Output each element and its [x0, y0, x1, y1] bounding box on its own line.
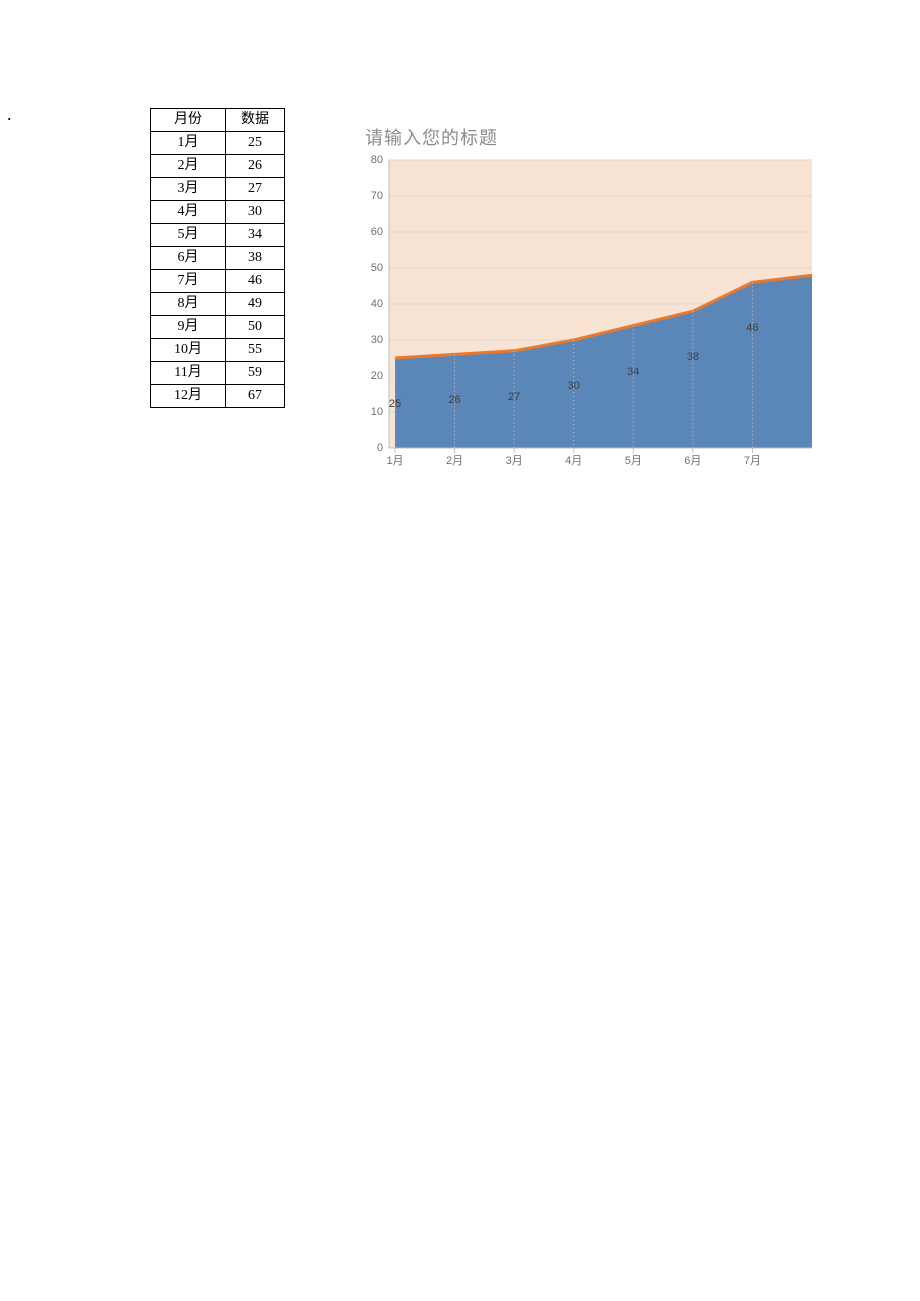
- table-row: 12月67: [151, 385, 285, 408]
- chart-ytick: 30: [371, 334, 383, 346]
- table-row: 9月50: [151, 316, 285, 339]
- table-row: 3月27: [151, 178, 285, 201]
- chart-xtick: 5月: [625, 452, 642, 468]
- chart-ytick: 70: [371, 190, 383, 202]
- cell-value: 59: [226, 362, 285, 385]
- cell-value: 38: [226, 247, 285, 270]
- chart-xtick: 3月: [506, 452, 523, 468]
- cell-value: 27: [226, 178, 285, 201]
- cell-value: 67: [226, 385, 285, 408]
- cell-month: 2月: [151, 155, 226, 178]
- cell-month: 7月: [151, 270, 226, 293]
- content-row: 月份 数据 1月25 2月26 3月27 4月30 5月34 6月38 7月46…: [150, 108, 812, 484]
- chart-data-label: 34: [627, 366, 639, 378]
- cell-value: 46: [226, 270, 285, 293]
- chart-xtick: 6月: [684, 452, 701, 468]
- cell-month: 10月: [151, 339, 226, 362]
- chart-ytick: 60: [371, 226, 383, 238]
- chart-ytick: 0: [377, 442, 383, 454]
- chart-plot: 010203040506070801月2月3月4月5月6月7月252627303…: [389, 160, 812, 448]
- area-chart: 请输入您的标题 0 10 20 30 40 50 60 70 80 1月 2月 3月 4月 5月 6月 7月 2…: [347, 108, 812, 484]
- chart-data-label: 25: [389, 398, 401, 410]
- chart-data-label: 38: [687, 351, 699, 363]
- table-row: 1月25: [151, 132, 285, 155]
- cell-value: 55: [226, 339, 285, 362]
- chart-xtick: 4月: [565, 452, 582, 468]
- chart-data-label: 26: [448, 394, 460, 406]
- table-row: 11月59: [151, 362, 285, 385]
- cell-month: 12月: [151, 385, 226, 408]
- cell-value: 50: [226, 316, 285, 339]
- cell-month: 11月: [151, 362, 226, 385]
- table-row: 5月34: [151, 224, 285, 247]
- cell-month: 1月: [151, 132, 226, 155]
- cell-month: 9月: [151, 316, 226, 339]
- chart-ytick: 50: [371, 262, 383, 274]
- cell-month: 3月: [151, 178, 226, 201]
- chart-xtick: 7月: [744, 452, 761, 468]
- table-row: 4月30: [151, 201, 285, 224]
- cell-value: 34: [226, 224, 285, 247]
- chart-data-label: 30: [568, 380, 580, 392]
- cell-month: 6月: [151, 247, 226, 270]
- chart-ytick: 40: [371, 298, 383, 310]
- table-row: 10月55: [151, 339, 285, 362]
- chart-xtick: 1月: [386, 452, 403, 468]
- header-month: 月份: [151, 109, 226, 132]
- cell-value: 49: [226, 293, 285, 316]
- table-row: 6月38: [151, 247, 285, 270]
- table-header-row: 月份 数据: [151, 109, 285, 132]
- table-row: 8月49: [151, 293, 285, 316]
- cell-value: 25: [226, 132, 285, 155]
- cell-month: 5月: [151, 224, 226, 247]
- cell-month: 8月: [151, 293, 226, 316]
- chart-ytick: 20: [371, 370, 383, 382]
- cell-value: 26: [226, 155, 285, 178]
- decor-dot: .: [7, 104, 12, 125]
- chart-ytick: 80: [371, 154, 383, 166]
- chart-data-label: 46: [746, 322, 758, 334]
- chart-ytick: 10: [371, 406, 383, 418]
- cell-value: 30: [226, 201, 285, 224]
- header-value: 数据: [226, 109, 285, 132]
- chart-xtick: 2月: [446, 452, 463, 468]
- chart-data-label: 27: [508, 391, 520, 403]
- chart-title: 请输入您的标题: [365, 124, 498, 150]
- table-row: 7月46: [151, 270, 285, 293]
- table-row: 2月26: [151, 155, 285, 178]
- data-table: 月份 数据 1月25 2月26 3月27 4月30 5月34 6月38 7月46…: [150, 108, 285, 408]
- cell-month: 4月: [151, 201, 226, 224]
